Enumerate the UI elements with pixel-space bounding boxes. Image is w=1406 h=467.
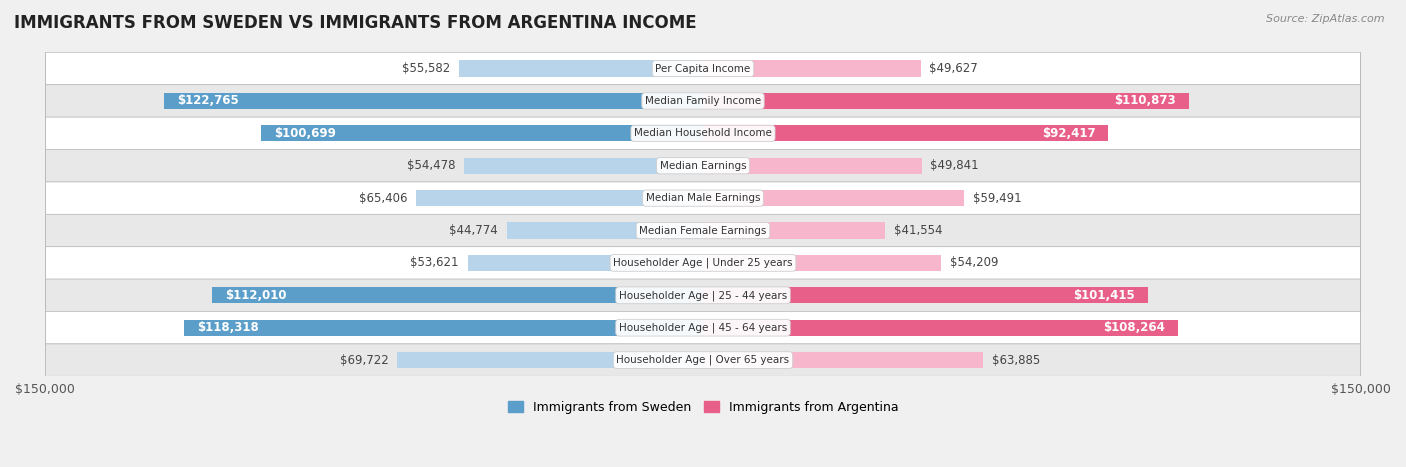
Legend: Immigrants from Sweden, Immigrants from Argentina: Immigrants from Sweden, Immigrants from … xyxy=(503,396,903,418)
Text: Source: ZipAtlas.com: Source: ZipAtlas.com xyxy=(1267,14,1385,24)
Text: Householder Age | 25 - 44 years: Householder Age | 25 - 44 years xyxy=(619,290,787,301)
Text: $49,841: $49,841 xyxy=(931,159,979,172)
Text: Median Household Income: Median Household Income xyxy=(634,128,772,138)
Text: $112,010: $112,010 xyxy=(225,289,287,302)
Bar xyxy=(703,319,1178,336)
Bar xyxy=(262,125,703,142)
Text: $118,318: $118,318 xyxy=(197,321,259,334)
Text: $49,627: $49,627 xyxy=(929,62,979,75)
FancyBboxPatch shape xyxy=(45,20,1361,467)
Text: Householder Age | Under 25 years: Householder Age | Under 25 years xyxy=(613,258,793,268)
Text: $122,765: $122,765 xyxy=(177,94,239,107)
Bar xyxy=(416,190,703,206)
Bar xyxy=(468,255,703,271)
Text: Median Male Earnings: Median Male Earnings xyxy=(645,193,761,203)
Text: $69,722: $69,722 xyxy=(340,354,388,367)
FancyBboxPatch shape xyxy=(45,0,1361,376)
FancyBboxPatch shape xyxy=(45,0,1361,409)
Bar xyxy=(703,60,921,77)
Bar xyxy=(703,222,886,239)
Text: Householder Age | 45 - 64 years: Householder Age | 45 - 64 years xyxy=(619,322,787,333)
Bar xyxy=(396,352,703,368)
Text: $92,417: $92,417 xyxy=(1042,127,1095,140)
FancyBboxPatch shape xyxy=(45,0,1361,467)
Text: IMMIGRANTS FROM SWEDEN VS IMMIGRANTS FROM ARGENTINA INCOME: IMMIGRANTS FROM SWEDEN VS IMMIGRANTS FRO… xyxy=(14,14,697,32)
Bar xyxy=(703,255,941,271)
Bar xyxy=(165,93,703,109)
FancyBboxPatch shape xyxy=(45,52,1361,467)
Text: $54,209: $54,209 xyxy=(949,256,998,269)
Bar xyxy=(703,190,965,206)
Text: $65,406: $65,406 xyxy=(359,191,408,205)
Bar xyxy=(464,158,703,174)
Text: $100,699: $100,699 xyxy=(274,127,336,140)
Text: $59,491: $59,491 xyxy=(973,191,1021,205)
FancyBboxPatch shape xyxy=(45,0,1361,441)
Bar xyxy=(184,319,703,336)
FancyBboxPatch shape xyxy=(45,85,1361,467)
FancyBboxPatch shape xyxy=(45,0,1361,311)
Text: Per Capita Income: Per Capita Income xyxy=(655,64,751,74)
Bar xyxy=(703,158,922,174)
Text: Median Earnings: Median Earnings xyxy=(659,161,747,171)
Bar xyxy=(703,93,1189,109)
FancyBboxPatch shape xyxy=(45,117,1361,467)
Text: Median Family Income: Median Family Income xyxy=(645,96,761,106)
Text: $63,885: $63,885 xyxy=(993,354,1040,367)
Bar xyxy=(211,287,703,304)
Text: $55,582: $55,582 xyxy=(402,62,450,75)
FancyBboxPatch shape xyxy=(45,0,1361,344)
Bar xyxy=(703,352,983,368)
Text: $54,478: $54,478 xyxy=(406,159,456,172)
Text: Householder Age | Over 65 years: Householder Age | Over 65 years xyxy=(616,355,790,365)
Text: $53,621: $53,621 xyxy=(411,256,458,269)
Bar xyxy=(703,287,1147,304)
Text: $101,415: $101,415 xyxy=(1073,289,1135,302)
Text: Median Female Earnings: Median Female Earnings xyxy=(640,226,766,235)
Text: $110,873: $110,873 xyxy=(1115,94,1177,107)
Text: $108,264: $108,264 xyxy=(1102,321,1164,334)
Text: $41,554: $41,554 xyxy=(894,224,942,237)
Text: $44,774: $44,774 xyxy=(449,224,498,237)
Bar xyxy=(703,125,1108,142)
Bar xyxy=(460,60,703,77)
Bar xyxy=(506,222,703,239)
